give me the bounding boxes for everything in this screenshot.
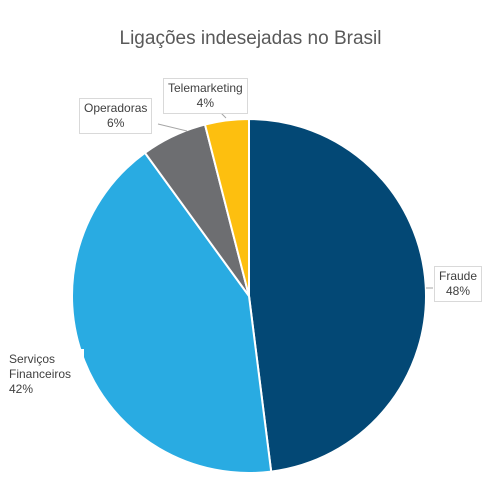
slice-fraude <box>249 119 426 472</box>
slice-label-operadoras-value: 6% <box>84 116 147 131</box>
slice-label-servicos-financeiros: Serviços Financeiros 42% <box>4 349 84 400</box>
slice-label-servicos-financeiros-value: 42% <box>9 382 79 397</box>
slice-label-operadoras: Operadoras 6% <box>79 98 152 134</box>
leader-line-operadoras <box>158 124 187 131</box>
slice-label-fraude-value: 48% <box>439 284 477 299</box>
slice-label-operadoras-name: Operadoras <box>84 101 147 116</box>
slice-label-fraude: Fraude 48% <box>434 266 482 302</box>
slice-label-servicos-financeiros-name: Serviços Financeiros <box>9 352 79 382</box>
slice-label-fraude-name: Fraude <box>439 269 477 284</box>
slice-label-telemarketing: Telemarketing 4% <box>163 78 248 114</box>
slice-label-telemarketing-value: 4% <box>168 96 243 111</box>
slice-label-telemarketing-name: Telemarketing <box>168 81 243 96</box>
